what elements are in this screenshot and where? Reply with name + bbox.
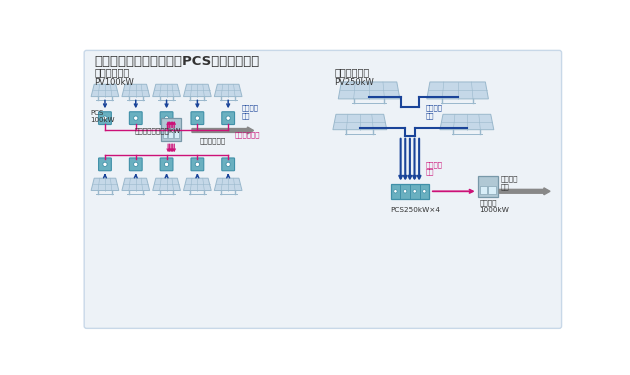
Circle shape [226,116,231,120]
Polygon shape [214,84,242,97]
Text: 高圧交流
出力: 高圧交流 出力 [501,176,518,190]
FancyBboxPatch shape [222,112,234,125]
Text: PV100kW: PV100kW [94,78,134,87]
Text: 低圧交流
配線: 低圧交流 配線 [425,161,442,175]
Text: PCS
100kW: PCS 100kW [90,110,115,123]
Polygon shape [214,178,242,190]
FancyBboxPatch shape [98,158,112,171]
Circle shape [226,162,231,166]
Circle shape [195,116,200,120]
FancyBboxPatch shape [98,112,112,125]
FancyBboxPatch shape [129,112,142,125]
Text: 低圧直流
配線: 低圧直流 配線 [242,105,259,119]
FancyBboxPatch shape [488,186,496,194]
Text: 低圧交流配線: 低圧交流配線 [234,131,260,138]
Circle shape [195,162,200,166]
Polygon shape [427,82,488,99]
FancyBboxPatch shape [163,129,167,138]
Circle shape [413,190,416,193]
Polygon shape [122,178,150,190]
FancyBboxPatch shape [478,176,498,198]
FancyBboxPatch shape [480,186,487,194]
Text: PCS250kW×4: PCS250kW×4 [391,207,440,213]
Polygon shape [91,84,119,97]
Polygon shape [91,178,119,190]
Text: 変電設備
1000kW: 変電設備 1000kW [479,199,509,213]
Text: PV250kW: PV250kW [335,78,374,87]
FancyArrow shape [192,127,253,134]
FancyArrow shape [499,188,550,195]
Circle shape [164,162,169,166]
FancyBboxPatch shape [191,112,203,125]
Circle shape [103,162,107,166]
Polygon shape [333,114,387,130]
FancyBboxPatch shape [160,158,173,171]
Polygon shape [183,84,211,97]
FancyBboxPatch shape [160,112,173,125]
Text: 低圧直流
配線: 低圧直流 配線 [425,105,442,119]
Polygon shape [338,82,400,99]
FancyBboxPatch shape [129,158,142,171]
Text: 高圧交流出力: 高圧交流出力 [200,137,226,144]
FancyBboxPatch shape [161,118,181,141]
Polygon shape [122,84,150,97]
Text: ［分散配置］: ［分散配置］ [94,68,129,77]
FancyBboxPatch shape [191,158,203,171]
Circle shape [103,116,107,120]
FancyBboxPatch shape [168,129,173,138]
Circle shape [164,116,169,120]
Circle shape [394,190,397,193]
Text: ［集中配置］: ［集中配置］ [335,68,370,77]
Text: パワーコンディショナ（PCS）の配置方式: パワーコンディショナ（PCS）の配置方式 [94,55,260,68]
Polygon shape [183,178,211,190]
Circle shape [134,162,138,166]
Text: 変電設備１０００kW: 変電設備１０００kW [134,127,181,134]
FancyBboxPatch shape [222,158,234,171]
Polygon shape [152,84,180,97]
Polygon shape [152,178,180,190]
Circle shape [423,190,426,193]
FancyBboxPatch shape [391,184,429,199]
Circle shape [134,116,138,120]
FancyBboxPatch shape [174,129,178,138]
FancyBboxPatch shape [84,50,561,328]
Polygon shape [440,114,494,130]
Circle shape [403,190,407,193]
